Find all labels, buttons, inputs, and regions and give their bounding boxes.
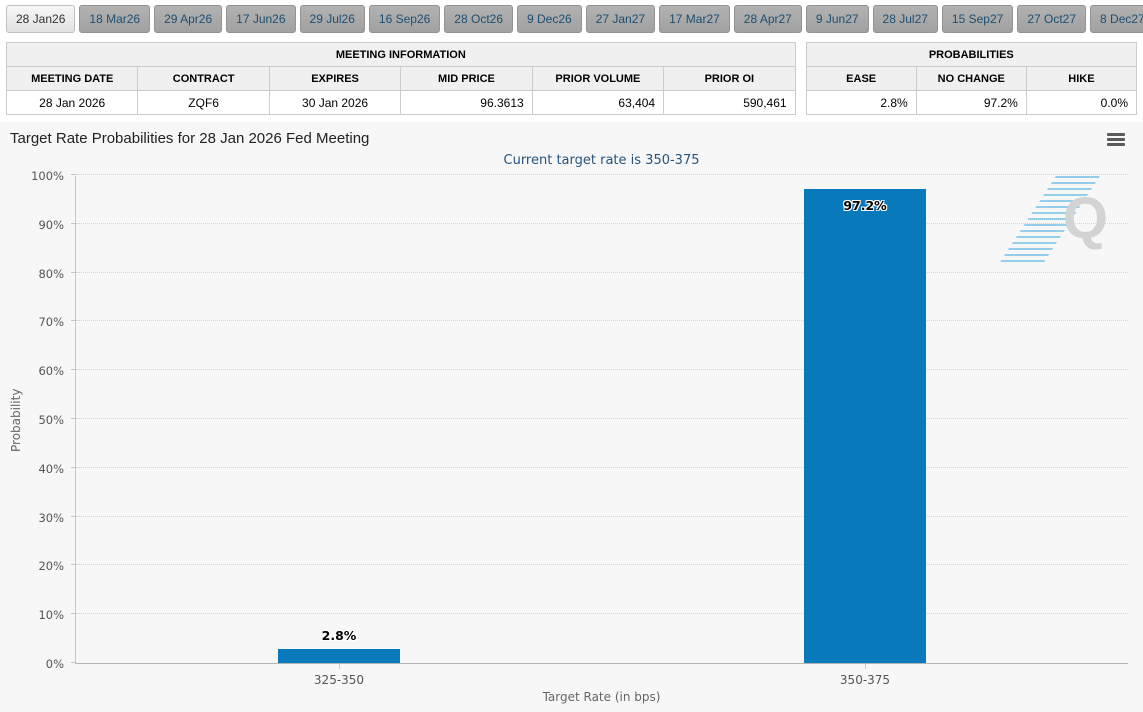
column-header-ease: EASE	[805, 66, 917, 91]
table-cell: 30 Jan 2026	[268, 90, 402, 115]
meeting-tab-28-apr27[interactable]: 28 Apr27	[733, 5, 802, 33]
table-cell: 97.2%	[915, 90, 1027, 115]
x-tick-mark	[865, 664, 866, 669]
table-cell: 2.8%	[805, 90, 917, 115]
meeting-tab-18-mar26[interactable]: 18 Mar26	[79, 5, 151, 33]
x-tick-label: 325-350	[313, 673, 365, 687]
bar-slot: 2.8% 325-350	[76, 176, 602, 687]
table-cell: 590,461	[663, 90, 796, 115]
x-tick-mark	[339, 664, 340, 669]
bar-slot: 97.2% 350-375	[602, 176, 1128, 687]
y-tick-label: 70%	[38, 315, 64, 330]
gridline	[76, 320, 1128, 322]
y-tick-mark	[71, 222, 76, 224]
y-tick-label: 40%	[38, 461, 64, 476]
y-tick-mark	[71, 564, 76, 566]
y-tick-mark	[71, 174, 76, 175]
table-cell: ZQF6	[137, 90, 270, 115]
column-header-prior-oi: PRIOR OI	[663, 66, 796, 91]
bar-value-label: 2.8%	[321, 628, 357, 644]
y-tick-mark	[71, 613, 76, 615]
gridline	[76, 564, 1128, 566]
target-rate-chart-panel: Target Rate Probabilities for 28 Jan 202…	[0, 122, 1143, 712]
y-tick-mark	[71, 662, 76, 663]
y-tick-mark	[71, 466, 76, 468]
table-cell: 28 Jan 2026	[5, 90, 139, 115]
column-header-no-change: NO CHANGE	[915, 66, 1027, 91]
gridline	[76, 613, 1128, 615]
meeting-tab-bar: 28 Jan26 18 Mar26 29 Apr26 17 Jun26 29 Jul26…	[0, 0, 1143, 38]
y-tick-label: 10%	[38, 608, 64, 623]
meeting-tab-9-jun27[interactable]: 9 Jun27	[805, 5, 869, 33]
meeting-tab-28-jan26[interactable]: 28 Jan26	[6, 5, 76, 33]
table-row: 2.8% 97.2% 0.0%	[805, 90, 1138, 115]
meeting-tab-15-sep27[interactable]: 15 Sep27	[941, 5, 1014, 33]
table-row: 28 Jan 2026 ZQF6 30 Jan 2026 96.3613 63,404 5…	[5, 90, 796, 115]
chart-title: Target Rate Probabilities for 28 Jan 202…	[10, 130, 370, 147]
gridline	[76, 418, 1128, 419]
column-header-mid-price: MID PRICE	[400, 66, 533, 91]
column-header-prior-volume: PRIOR VOLUME	[531, 66, 665, 91]
gridline	[76, 271, 1128, 273]
gridline	[76, 515, 1128, 517]
y-tick-label: 50%	[38, 413, 64, 427]
y-tick-mark	[71, 369, 76, 371]
y-tick-label: 60%	[38, 364, 64, 379]
y-tick-mark	[71, 418, 76, 419]
probabilities-table: PROBABILITIES EASE NO CHANGE HIKE 2.8% 97.2% 0…	[805, 42, 1138, 115]
x-tick-label: 350-375	[839, 673, 891, 687]
y-tick-mark	[71, 271, 76, 273]
y-tick-label: 0%	[45, 657, 64, 671]
meeting-tab-9-dec26[interactable]: 9 Dec26	[517, 5, 582, 33]
table-cell: 0.0%	[1025, 90, 1138, 115]
column-header-hike: HIKE	[1025, 66, 1138, 91]
meeting-tab-29-jul26[interactable]: 29 Jul26	[299, 5, 365, 33]
bar-value-label: 97.2%	[843, 197, 887, 213]
gridline	[76, 369, 1128, 371]
y-tick-label: 30%	[38, 510, 64, 525]
watermark-q-letter: Q	[1062, 186, 1108, 251]
y-tick-label: 80%	[38, 266, 64, 281]
meeting-tab-29-apr26[interactable]: 29 Apr26	[154, 5, 223, 33]
chart-context-menu-icon[interactable]	[1107, 133, 1127, 149]
table-group-header: MEETING INFORMATION	[6, 42, 796, 67]
quikstrike-watermark: Q	[1000, 176, 1108, 262]
gridline	[76, 222, 1128, 224]
bar-350-375[interactable]	[804, 188, 926, 663]
y-tick-mark	[71, 515, 76, 517]
chart-subtitle: Current target rate is 350-375	[503, 153, 700, 168]
meeting-tab-17-mar27[interactable]: 17 Mar27	[659, 5, 730, 33]
table-cell: 63,404	[531, 90, 665, 115]
table-cell: 96.3613	[400, 90, 533, 115]
y-tick-mark	[71, 320, 76, 322]
y-tick-label: 20%	[38, 559, 64, 574]
bar-325-350[interactable]	[278, 649, 400, 663]
column-header-contract: CONTRACT	[137, 66, 270, 91]
x-axis-title: Target Rate (in bps)	[542, 690, 661, 704]
gridline	[76, 174, 1128, 175]
meeting-tab-27-oct27[interactable]: 27 Oct27	[1017, 5, 1087, 33]
summary-tables-row: MEETING INFORMATION MEETING DATE CONTRACT E…	[0, 38, 1143, 120]
plot-area: Q 2.8% 325-350 97.2% 350-375	[71, 174, 1128, 687]
column-header-expires: EXPIRES	[268, 66, 402, 91]
y-tick-label: 100%	[31, 169, 64, 183]
meeting-tab-17-jun26[interactable]: 17 Jun26	[226, 5, 296, 33]
table-group-header: PROBABILITIES	[805, 42, 1138, 67]
meeting-tab-8-dec27[interactable]: 8 Dec27	[1090, 5, 1143, 33]
y-tick-label: 90%	[38, 217, 64, 232]
meeting-tab-27-jan27[interactable]: 27 Jan27	[585, 5, 656, 33]
y-axis-tick-labels: 0% 10% 20% 30% 40% 50% 60% 70% 80% 90% 100%	[0, 169, 70, 671]
meeting-tab-28-oct26[interactable]: 28 Oct26	[444, 5, 513, 33]
column-header-meeting-date: MEETING DATE	[5, 66, 139, 91]
gridline	[76, 466, 1128, 468]
meeting-tab-16-sep26[interactable]: 16 Sep26	[368, 5, 441, 33]
meeting-tab-28-jul27[interactable]: 28 Jul27	[872, 5, 938, 33]
meeting-information-table: MEETING INFORMATION MEETING DATE CONTRACT E…	[5, 42, 796, 115]
